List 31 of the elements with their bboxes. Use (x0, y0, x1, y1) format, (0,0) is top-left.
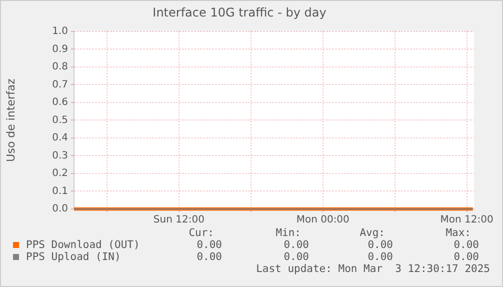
y-axis-title: Uso de interfaz (4, 78, 18, 162)
x-tick-label: Mon 12:00 (440, 214, 494, 226)
legend-label: PPS Upload (IN) (25, 251, 121, 263)
y-tick-label: 0.5 (52, 114, 68, 126)
text: 0.00 (454, 239, 479, 251)
text: 0.00 (284, 251, 309, 263)
y-tick-label: 0.3 (52, 150, 68, 162)
y-tick-label: 0.8 (52, 62, 68, 73)
text: 0.00 (284, 239, 309, 251)
text: Min: (276, 227, 301, 239)
y-tick-label: 0.1 (52, 186, 68, 197)
y-tick-label: 0.6 (52, 97, 68, 108)
y-tick-label: 0.9 (52, 44, 68, 55)
text: Avg: (360, 227, 385, 239)
x-tick-label: Mon 00:00 (296, 214, 350, 226)
text: Cur: (188, 227, 214, 239)
x-tick-label: Sun 12:00 (153, 214, 204, 226)
text: Max: (446, 227, 471, 239)
y-tick-label: 0.7 (52, 79, 68, 90)
legend-label: PPS Download (OUT) (25, 239, 140, 251)
text: 0.00 (454, 251, 479, 263)
text: 0.00 (196, 239, 222, 251)
text: 0.00 (368, 251, 393, 263)
y-tick-label: 0.0 (52, 204, 68, 215)
y-tick-label: 0.2 (52, 168, 68, 180)
text: 0.00 (196, 251, 222, 263)
y-tick-label: 1.0 (52, 26, 68, 37)
text: 0.00 (368, 239, 393, 251)
chart-title: Interface 10G traffic - by day (152, 5, 326, 20)
text: Last update: Mon Mar 3 12:30:17 2025 (256, 263, 490, 275)
y-tick-label: 0.4 (52, 132, 68, 144)
